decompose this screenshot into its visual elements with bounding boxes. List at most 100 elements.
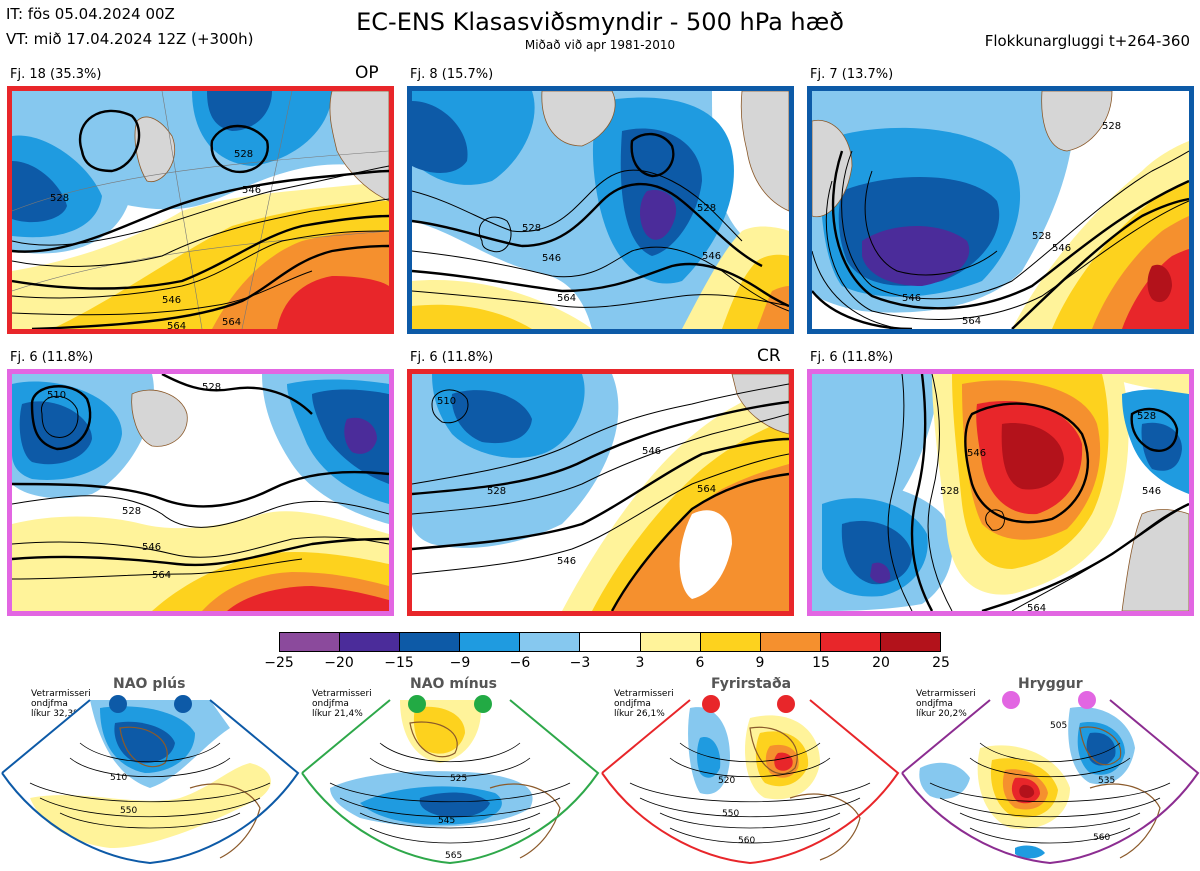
regime-dot [1002, 691, 1020, 709]
contour-label: 550 [120, 806, 137, 816]
regime-1-title: NAO plús [113, 676, 186, 692]
colorbar-label: −15 [384, 655, 414, 671]
page-title: EC-ENS Klasasviðsmyndir - 500 hPa hæð [356, 8, 844, 36]
contour-label: 550 [722, 809, 739, 819]
colorbar-label: 3 [635, 655, 645, 671]
contour-label: 546 [142, 542, 161, 553]
colorbar-label: −9 [449, 655, 471, 671]
colorbar-cell [519, 633, 580, 651]
contour-label: 546 [902, 293, 921, 304]
contour-label: 546 [642, 446, 661, 457]
initial-time: IT: fös 05.04.2024 00Z [6, 5, 175, 23]
cluster-map-3: 528 546 564 546 528 [812, 91, 1189, 329]
contour-label: 525 [450, 774, 467, 784]
panel-1-tag: OP [355, 63, 379, 83]
regime-3-note: Vetrarmisseri ondjfma líkur 26,1% [614, 689, 674, 719]
cluster-panel-4: 528 546 564 510 528 [7, 369, 394, 616]
contour-label: 564 [697, 484, 716, 495]
regime-dot [174, 695, 192, 713]
regime-map-1: 510 550 [1, 695, 300, 865]
contour-label: 528 [1032, 231, 1051, 242]
contour-label: 528 [202, 382, 221, 393]
contour-label: 528 [487, 486, 506, 497]
regime-dot [109, 695, 127, 713]
colorbar-label: 15 [812, 655, 830, 671]
contour-label: 528 [50, 193, 69, 204]
cluster-panel-2: 528 546 564 546 528 [407, 86, 794, 334]
contour-label: 565 [445, 851, 462, 861]
colorbar-label: −6 [509, 655, 531, 671]
panel-6-label: Fj. 6 (11.8%) [810, 350, 894, 365]
contour-label: 546 [557, 556, 576, 567]
colorbar-cell [280, 633, 340, 651]
colorbar-cell [399, 633, 460, 651]
colorbar-label: −25 [264, 655, 294, 671]
colorbar-cell [699, 633, 760, 651]
contour-label: 564 [152, 570, 171, 581]
cluster-map-4: 528 546 564 510 528 [12, 374, 389, 611]
regime-dot [702, 695, 720, 713]
contour-label: 528 [1137, 411, 1156, 422]
page-subtitle: Miðað við apr 1981-2010 [524, 38, 676, 52]
colorbar-cell [639, 633, 700, 651]
contour-label: 564 [557, 293, 576, 304]
classification-window: Flokkunargluggi t+264-360 [984, 32, 1190, 50]
colorbar-label: 9 [755, 655, 765, 671]
contour-label: 564 [222, 317, 241, 328]
cluster-map-2: 528 546 564 546 528 [412, 91, 789, 329]
colorbar-label: 20 [872, 655, 890, 671]
contour-label: 546 [702, 251, 721, 262]
panel-5-tag: CR [757, 346, 781, 366]
colorbar-label: 25 [932, 655, 950, 671]
cluster-panel-6: 528 546 564 546 528 [807, 369, 1194, 616]
regime-map-3: 520 550 560 [601, 695, 900, 865]
panel-5-label: Fj. 6 (11.8%) [410, 350, 494, 365]
contour-label: 564 [1027, 603, 1046, 611]
cluster-panel-1: 528 546 546 564 564 528 [7, 86, 394, 334]
cluster-panel-5: 528 546 564 510 546 [407, 369, 794, 616]
contour-label: 528 [234, 149, 253, 160]
contour-label: 528 [697, 203, 716, 214]
contour-label: 564 [167, 321, 186, 329]
anomaly-colorbar [279, 632, 941, 652]
contour-label: 560 [738, 836, 755, 846]
contour-label: 546 [1052, 243, 1071, 254]
regime-dot [1078, 691, 1096, 709]
regime-3-title: Fyrirstaða [711, 676, 792, 692]
contour-label: 546 [242, 185, 261, 196]
contour-label: 546 [1142, 486, 1161, 497]
contour-label: 545 [438, 816, 455, 826]
contour-label: 528 [940, 486, 959, 497]
contour-label: 510 [437, 396, 456, 407]
regime-4-title: Hryggur [1018, 676, 1083, 692]
regime-dot [408, 695, 426, 713]
regime-map-4: 505 535 560 [901, 691, 1200, 865]
contour-label: 528 [1102, 121, 1121, 132]
contour-label: 505 [1050, 721, 1067, 731]
regime-4-note: Vetrarmisseri ondjfma líkur 20,2% [916, 689, 976, 719]
colorbar-label: 6 [695, 655, 705, 671]
contour-label: 510 [110, 773, 127, 783]
regime-2-note: Vetrarmisseri ondjfma líkur 21,4% [312, 689, 372, 719]
regime-dot [777, 695, 795, 713]
panel-3-label: Fj. 7 (13.7%) [810, 67, 894, 82]
colorbar-label: −3 [569, 655, 591, 671]
colorbar-cell [759, 633, 820, 651]
colorbar-cell [579, 633, 640, 651]
contour-label: 528 [522, 223, 541, 234]
contour-label: 520 [718, 776, 735, 786]
cluster-panel-3: 528 546 564 546 528 [807, 86, 1194, 334]
valid-time: VT: mið 17.04.2024 12Z (+300h) [6, 30, 254, 48]
contour-label: 510 [47, 390, 66, 401]
colorbar-cell [819, 633, 880, 651]
regime-dot [474, 695, 492, 713]
colorbar-cell [459, 633, 520, 651]
contour-label: 528 [122, 506, 141, 517]
contour-label: 546 [162, 295, 181, 306]
panel-1-label: Fj. 18 (35.3%) [10, 67, 102, 82]
panel-4-label: Fj. 6 (11.8%) [10, 350, 94, 365]
colorbar-cell [879, 633, 941, 651]
contour-label: 560 [1093, 833, 1110, 843]
contour-label: 564 [962, 316, 981, 327]
regime-map-2: 525 545 565 [301, 695, 600, 865]
